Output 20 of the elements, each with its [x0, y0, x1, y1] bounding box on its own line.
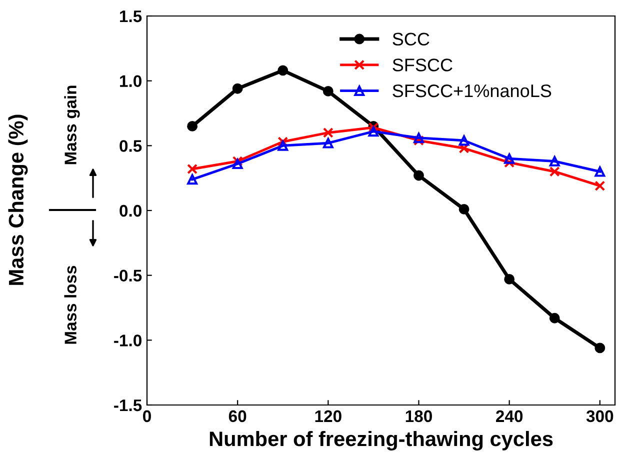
text: Mass loss: [64, 266, 76, 344]
y-tick-label: -0.5: [114, 270, 142, 282]
legend-label: SFSCC+1%nanoLS: [392, 84, 552, 98]
x-tick-label: 240: [496, 410, 523, 422]
legend-label: SCC: [392, 32, 430, 46]
x-axis-title: Number of freezing-thawing cycles: [210, 430, 553, 450]
y-tick-label: 0.5: [120, 140, 142, 152]
x-tick-label: 180: [406, 410, 432, 422]
x-tick-label: 60: [228, 410, 246, 422]
y-tick-label: 1.5: [120, 10, 142, 22]
x-tick-label: 0: [143, 410, 151, 422]
y-tick-label: 0.0: [120, 204, 142, 217]
y-tick-label: 1.0: [120, 75, 142, 88]
y-tick-label: -1.5: [114, 400, 142, 412]
legend-label: SFSCC: [392, 58, 452, 72]
x-tick-label: 300: [586, 410, 614, 422]
x-tick-label: 120: [315, 410, 342, 422]
text: Mass gain: [64, 86, 80, 164]
y-axis-title: Mass Change (%): [8, 114, 28, 285]
y-tick-label: -1.0: [114, 334, 142, 346]
